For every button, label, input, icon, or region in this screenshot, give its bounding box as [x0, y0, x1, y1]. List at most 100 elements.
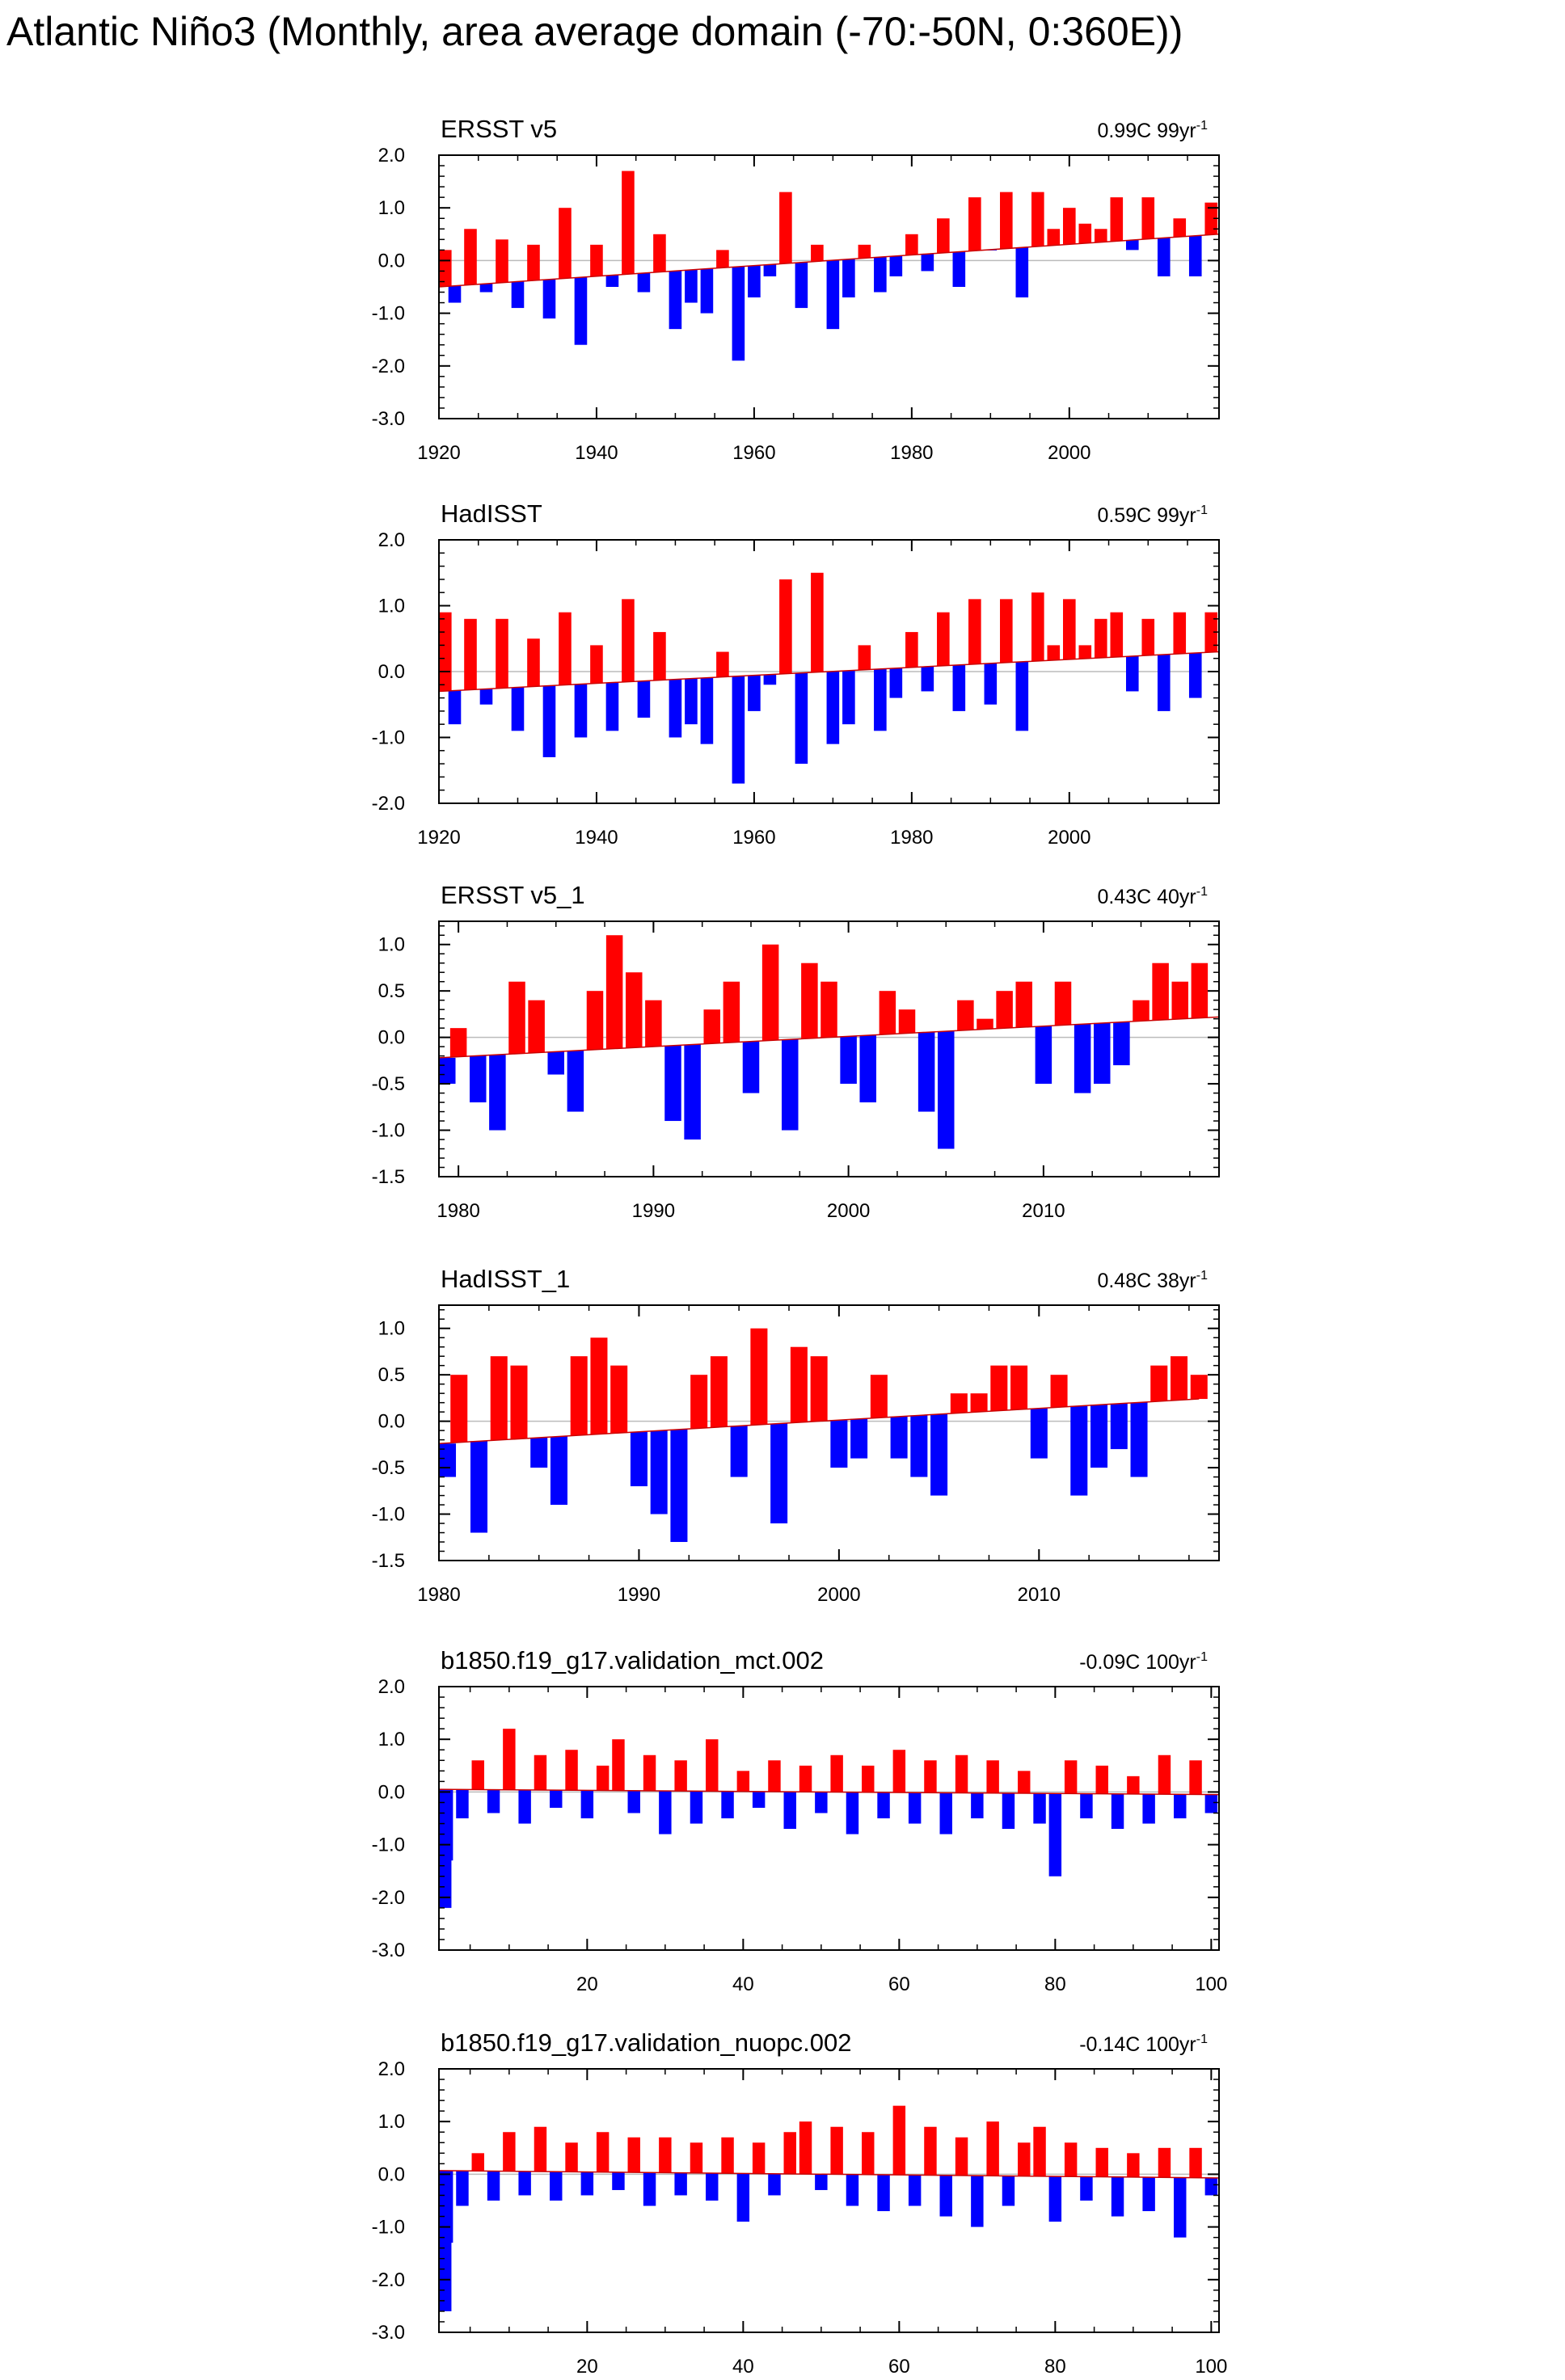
data-bar: [1094, 618, 1107, 658]
data-bar: [905, 234, 918, 255]
data-bar: [801, 963, 818, 1038]
data-bar: [567, 1051, 584, 1112]
data-bar: [1111, 2176, 1124, 2217]
data-bar: [612, 2171, 625, 2190]
trend-period: 99yr: [1157, 504, 1196, 527]
trend-period: 100yr: [1145, 2033, 1196, 2056]
y-tick-label: -2.0: [372, 2269, 405, 2291]
y-tick-label: -1.0: [372, 2217, 405, 2239]
data-bar: [770, 1423, 788, 1524]
data-bar: [908, 1792, 922, 1824]
x-tick-label: 80: [1044, 1974, 1066, 1995]
data-bar: [830, 2126, 843, 2175]
data-bar: [937, 218, 950, 253]
chart-panel-5: b1850.f19_g17.validation_mct.002 -0.09C 1…: [372, 1646, 1228, 1995]
y-tick-label: -1.0: [372, 1834, 405, 1856]
trend-exponent: -1: [1196, 1650, 1208, 1664]
trend-label: -0.14C 100yr-1: [1079, 2032, 1208, 2056]
x-tick-label: 1940: [575, 827, 618, 849]
data-bar: [986, 1760, 999, 1793]
data-bar: [439, 250, 452, 287]
chart-panel-4: HadISST_1 0.48C 38yr-1 1.0 0.5 0.0 -0.5 -1.0 -1…: [372, 1265, 1220, 1606]
data-bar: [1063, 208, 1076, 245]
y-tick-label: -1.0: [372, 303, 405, 325]
data-bar: [1000, 192, 1013, 249]
data-bar: [1133, 1000, 1149, 1022]
y-tick-label: 2.0: [378, 145, 405, 166]
data-bar: [1110, 612, 1124, 657]
chart-title: HadISST_1: [441, 1265, 570, 1293]
data-bar: [859, 1035, 877, 1103]
chart-panel-6: b1850.f19_g17.validation_nuopc.002 -0.14C…: [372, 2028, 1228, 2378]
data-bar: [1157, 655, 1171, 711]
data-bar: [510, 1365, 528, 1439]
x-tick-label: 80: [1044, 2356, 1066, 2378]
trend-value: 0.59C: [1097, 504, 1157, 527]
data-bar: [892, 1750, 906, 1792]
data-bar: [542, 279, 556, 319]
data-bar: [924, 2126, 937, 2176]
data-bar: [1189, 2147, 1202, 2178]
y-tick-label: -0.5: [372, 1457, 405, 1479]
data-bar: [850, 1418, 868, 1459]
data-bar: [846, 2174, 859, 2206]
data-bar: [799, 1765, 812, 1792]
data-bar: [1047, 229, 1061, 246]
data-bar: [1127, 1776, 1140, 1794]
y-tick-label: -1.5: [372, 1550, 405, 1572]
data-bar: [842, 670, 855, 725]
y-tick-label: 0.0: [378, 661, 405, 683]
data-bar: [1031, 192, 1044, 246]
y-tick-label: 0.0: [378, 1027, 405, 1049]
data-bar: [1189, 1760, 1202, 1795]
data-bar: [653, 234, 666, 272]
data-bar: [586, 991, 604, 1050]
x-tick-label: 100: [1195, 2356, 1227, 2378]
data-bar: [748, 265, 761, 298]
data-bar: [1130, 1402, 1148, 1477]
y-tick-label: 2.0: [378, 2058, 405, 2080]
chart-panel-3: ERSST v5_1 0.43C 40yr-1 1.0 0.5 0.0 -0.5 -1.0 -…: [372, 881, 1220, 1222]
data-bar: [957, 1000, 974, 1030]
x-tick-label: 60: [888, 1974, 910, 1995]
plot-frame: [438, 2068, 1220, 2333]
data-bar: [820, 981, 837, 1038]
data-bar: [879, 991, 896, 1034]
data-bar: [874, 668, 887, 731]
y-tick-label: 2.0: [378, 529, 405, 551]
data-bar: [710, 1356, 728, 1427]
data-bar: [862, 1765, 875, 1792]
data-bar: [496, 239, 508, 283]
data-bar: [877, 1792, 890, 1818]
data-bar: [703, 1009, 721, 1044]
data-bar: [534, 2126, 547, 2172]
data-bar: [768, 1760, 781, 1792]
data-bar: [826, 260, 840, 330]
data-bar: [1031, 592, 1044, 661]
data-bar: [1064, 2142, 1078, 2177]
data-bar: [528, 1000, 545, 1053]
data-bar: [1204, 612, 1218, 653]
data-bar: [527, 638, 540, 687]
y-tick-label: -1.0: [372, 1120, 405, 1142]
data-bar: [471, 2153, 484, 2171]
y-tick-label: 1.0: [378, 934, 405, 956]
data-bar: [511, 687, 525, 731]
data-bar: [440, 2170, 453, 2243]
x-tick-label: 1920: [417, 442, 460, 464]
data-bar: [1152, 963, 1169, 1021]
data-bar: [910, 1415, 928, 1477]
trend-label: 0.48C 38yr-1: [1097, 1269, 1208, 1292]
chart-panel-1: ERSST v5 0.99C 99yr-1 2.0 1.0 0.0 -1.0 -2.0 -3.…: [372, 115, 1220, 464]
data-bar: [1070, 1405, 1088, 1496]
trend-value: -0.09C: [1079, 1651, 1145, 1674]
data-bar: [968, 197, 981, 251]
data-bar: [1048, 1793, 1062, 1877]
data-bar: [439, 1057, 456, 1085]
data-bar: [637, 272, 651, 293]
y-tick-label: 1.0: [378, 1729, 405, 1750]
data-bar: [574, 684, 588, 738]
data-bar: [1063, 599, 1076, 659]
y-tick-label: 0.0: [378, 2163, 405, 2185]
data-bar: [889, 668, 903, 698]
